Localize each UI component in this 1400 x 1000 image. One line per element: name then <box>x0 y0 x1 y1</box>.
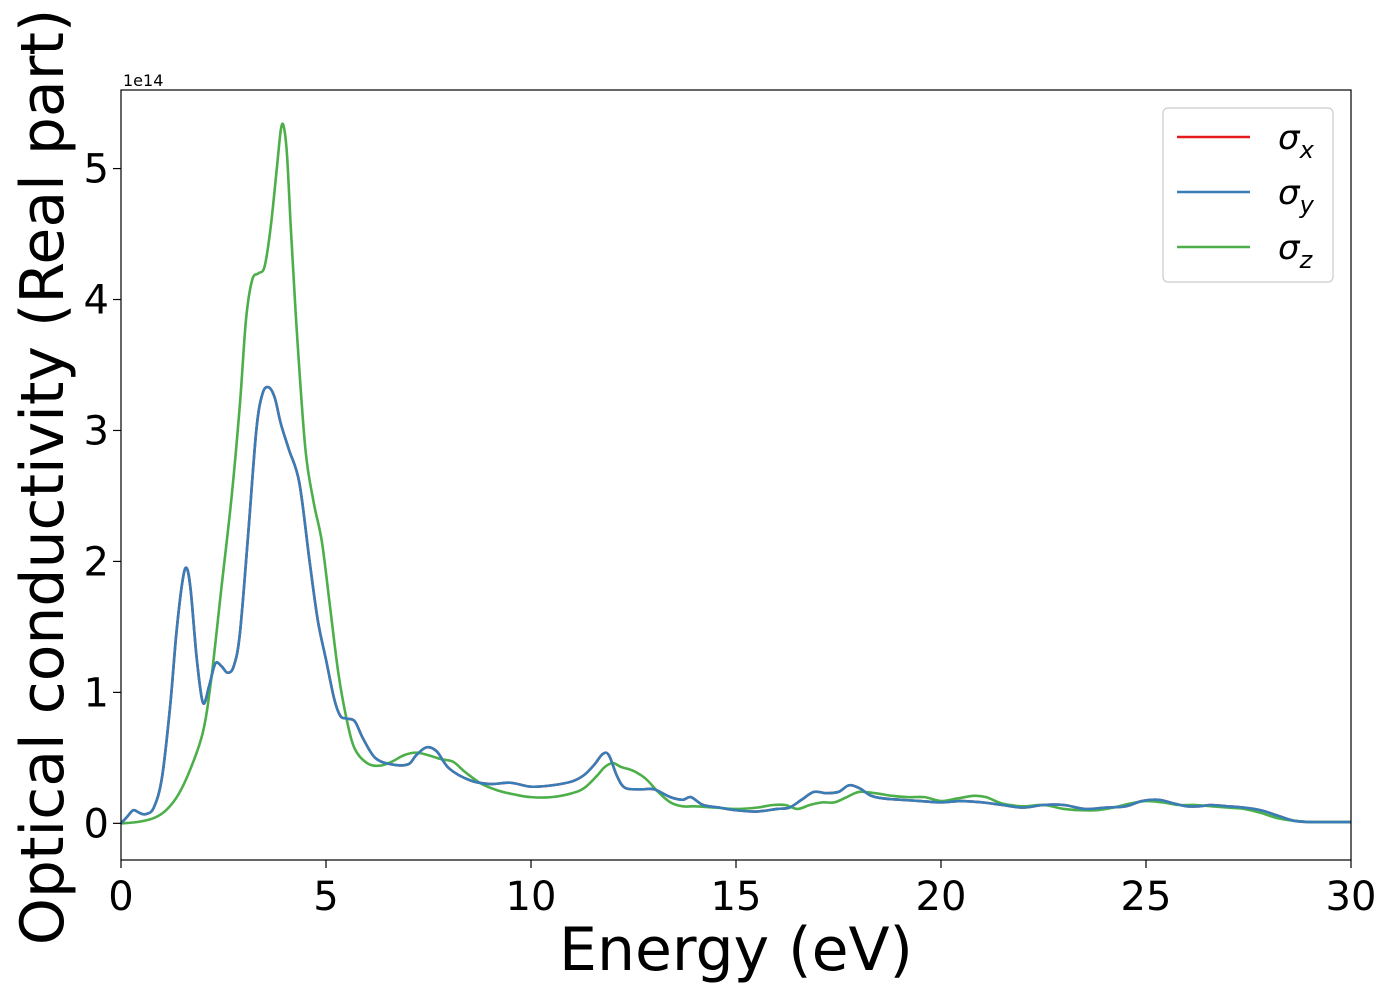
x-tick-label: 30 <box>1326 874 1377 920</box>
legend-box <box>1162 107 1334 283</box>
x-tick-label: 5 <box>313 874 338 920</box>
y-axis-title: Optical conductivity (Real part) <box>8 9 78 946</box>
legend-label-z: σz <box>1278 228 1314 274</box>
y-tick-label: 5 <box>84 147 109 193</box>
series-line-y <box>121 385 1351 825</box>
legend-label-y: σy <box>1278 173 1315 219</box>
x-axis-title: Energy (eV) <box>559 915 913 985</box>
x-axis: 0 5 10 15 20 25 30 <box>108 860 1376 920</box>
y-tick-label: 4 <box>84 278 109 324</box>
y-axis: 0 1 2 3 4 5 <box>84 147 121 847</box>
y-scale-label: 1e14 <box>123 71 163 90</box>
x-tick-label: 10 <box>506 874 557 920</box>
x-tick-label: 25 <box>1121 874 1172 920</box>
y-tick-label: 1 <box>84 670 109 716</box>
x-tick-label: 15 <box>711 874 762 920</box>
y-tick-label: 0 <box>84 801 109 847</box>
series-layer <box>121 122 1351 825</box>
x-tick-label: 20 <box>916 874 967 920</box>
legend-label-x: σx <box>1278 118 1315 164</box>
series-line-z <box>121 122 1351 825</box>
legend: σx σy σz <box>1162 107 1334 283</box>
x-tick-label: 0 <box>108 874 133 920</box>
y-tick-label: 3 <box>84 408 109 454</box>
y-tick-label: 2 <box>84 539 109 585</box>
